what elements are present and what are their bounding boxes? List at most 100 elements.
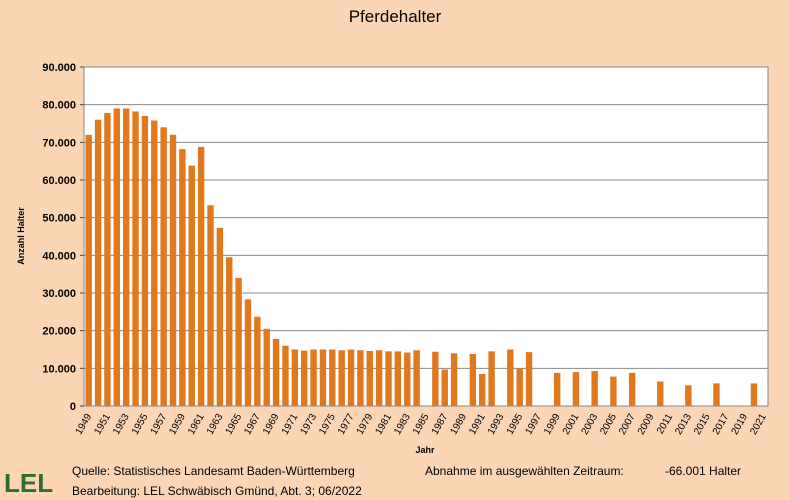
bar [122, 108, 130, 406]
bar [450, 353, 458, 406]
chart-title: Pferdehalter [349, 7, 442, 26]
bar [207, 205, 214, 406]
bar [750, 383, 758, 406]
x-tick-label: 1981 [373, 412, 394, 437]
bar [366, 351, 373, 406]
x-tick-label: 2007 [617, 412, 638, 437]
bar [300, 350, 308, 406]
bar [347, 349, 355, 406]
x-tick-label: 1951 [92, 412, 113, 437]
y-tick-label: 80.000 [42, 100, 76, 112]
bar [179, 149, 186, 406]
bar [197, 146, 205, 406]
bar [657, 381, 664, 406]
bar [713, 383, 720, 406]
x-tick-label: 2021 [748, 412, 769, 437]
logo: LEL [4, 468, 53, 498]
bar [151, 120, 158, 406]
bar [160, 127, 167, 407]
y-tick-label: 50.000 [42, 213, 76, 225]
bar [357, 350, 364, 406]
bar [441, 369, 448, 406]
bar [404, 352, 411, 406]
source: Quelle: Statistisches Landesamt Baden-Wü… [72, 464, 355, 478]
bar [132, 111, 139, 407]
bar [525, 352, 533, 406]
x-tick-label: 1959 [167, 412, 188, 437]
y-tick-label: 0 [70, 401, 76, 413]
x-tick-label: 2019 [730, 412, 751, 437]
y-tick-label: 60.000 [42, 175, 76, 187]
bar [385, 351, 392, 406]
x-tick-label: 2009 [636, 412, 657, 437]
y-tick-label: 30.000 [42, 288, 76, 300]
bar [85, 134, 92, 407]
bar [610, 376, 617, 406]
x-tick-label: 2003 [580, 412, 601, 437]
bar [413, 350, 420, 406]
x-tick-label: 1995 [505, 412, 526, 437]
bar [291, 349, 299, 406]
bar [329, 349, 336, 406]
x-tick-label: 1999 [542, 412, 563, 437]
x-tick-label: 1993 [486, 412, 507, 437]
bar [375, 350, 383, 406]
x-tick-label: 1987 [430, 412, 451, 437]
bar [263, 328, 270, 406]
y-tick-label: 20.000 [42, 326, 76, 338]
x-tick-label: 1953 [111, 412, 132, 437]
x-tick-label: 2013 [673, 412, 694, 437]
x-tick-label: 1955 [130, 412, 151, 437]
bar [141, 115, 149, 406]
x-tick-label: 2017 [711, 412, 732, 437]
x-tick-label: 1949 [74, 412, 95, 437]
bar [488, 351, 495, 406]
x-tick-label: 1957 [149, 412, 170, 437]
y-tick-label: 10.000 [42, 363, 76, 375]
change-label: Abnahme im ausgewählten Zeitraum: [425, 464, 624, 478]
x-tick-label: 1961 [186, 412, 207, 437]
bar [310, 349, 317, 406]
x-tick-label: 1977 [336, 412, 357, 437]
x-tick-label: 1989 [448, 412, 469, 437]
bar [572, 372, 580, 406]
bar [235, 277, 242, 406]
x-tick-label: 1971 [280, 412, 301, 437]
bar [94, 119, 102, 406]
x-tick-label: 1967 [242, 412, 263, 437]
x-tick-label: 2001 [561, 412, 582, 437]
x-tick-label: 1979 [355, 412, 376, 437]
x-tick-label: 1991 [467, 412, 488, 437]
x-tick-label: 1973 [299, 412, 320, 437]
bar [244, 299, 252, 406]
x-tick-label: 2011 [655, 412, 675, 437]
y-tick-label: 70.000 [42, 137, 76, 149]
x-tick-label: 1985 [411, 412, 432, 437]
bar [226, 257, 233, 406]
bar [319, 349, 327, 406]
plot-area [83, 66, 769, 407]
editor: Bearbeitung: LEL Schwäbisch Gmünd, Abt. … [72, 484, 362, 498]
x-tick-label: 1965 [224, 412, 245, 437]
bar [394, 351, 402, 406]
bar [628, 372, 636, 406]
x-tick-label: 2005 [598, 412, 619, 437]
x-tick-label: 2015 [692, 412, 713, 437]
bar [282, 345, 289, 406]
bar [216, 227, 224, 406]
bar [113, 108, 120, 406]
bar [254, 316, 261, 406]
x-tick-label: 1983 [392, 412, 413, 437]
change-value: -66.001 Halter [665, 464, 741, 478]
x-axis-label: Jahr [415, 445, 435, 455]
bar [104, 112, 111, 406]
bar [507, 349, 514, 406]
y-tick-label: 90.000 [42, 62, 76, 74]
bar [479, 373, 486, 406]
y-axis-label: Anzahl Halter [16, 207, 26, 265]
x-tick-label: 1963 [205, 412, 226, 437]
bar [169, 134, 177, 407]
bar [188, 165, 195, 406]
bar [432, 351, 439, 406]
